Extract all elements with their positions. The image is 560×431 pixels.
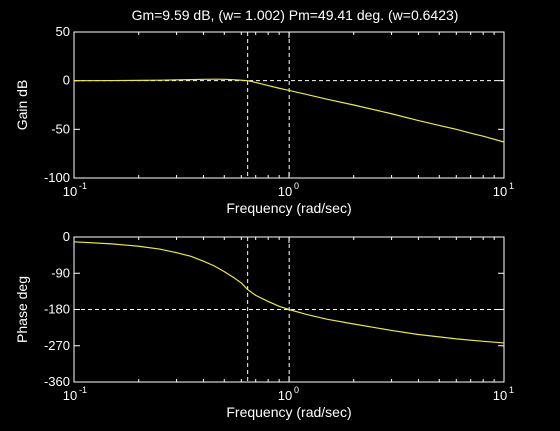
- phase-y-tick-label: 0: [63, 229, 70, 244]
- phase-y-tick-label: -90: [51, 265, 70, 280]
- chart-title: Gm=9.59 dB, (w= 1.002) Pm=49.41 deg. (w=…: [132, 7, 459, 23]
- gain-y-tick-label: 0: [63, 73, 70, 88]
- phase-x-axis-label: Frequency (rad/sec): [226, 404, 351, 420]
- phase-response-line: [73, 241, 505, 344]
- gain-x-tick-exponent: 1: [509, 181, 514, 191]
- gain-y-axis-label: Gain dB: [14, 80, 30, 131]
- phase-x-tick-exponent: -1: [79, 385, 87, 395]
- gain-y-tick-label: 50: [56, 24, 70, 39]
- gain-y-tick-label: -50: [51, 121, 70, 136]
- phase-y-axis-label: Phase deg: [14, 276, 30, 343]
- gain-x-tick-label: 10: [63, 184, 77, 199]
- phase-x-tick-label: 10: [278, 388, 292, 403]
- phase-y-tick-label: -180: [44, 302, 70, 317]
- phase-x-tick-label: 10: [493, 388, 507, 403]
- phase-x-tick-exponent: 1: [509, 385, 514, 395]
- phase-y-tick-label: -360: [44, 374, 70, 389]
- gain-y-tick-label: -100: [44, 170, 70, 185]
- gain-x-tick-label: 10: [278, 184, 292, 199]
- gain-x-tick-exponent: 0: [294, 181, 299, 191]
- phase-x-tick-label: 10: [63, 388, 77, 403]
- phase-y-tick-label: -270: [44, 338, 70, 353]
- gain-x-tick-exponent: -1: [79, 181, 87, 191]
- gain-x-tick-label: 10: [493, 184, 507, 199]
- gain-x-axis-label: Frequency (rad/sec): [226, 200, 351, 216]
- phase-x-tick-exponent: 0: [294, 385, 299, 395]
- gain-response-line: [73, 78, 505, 143]
